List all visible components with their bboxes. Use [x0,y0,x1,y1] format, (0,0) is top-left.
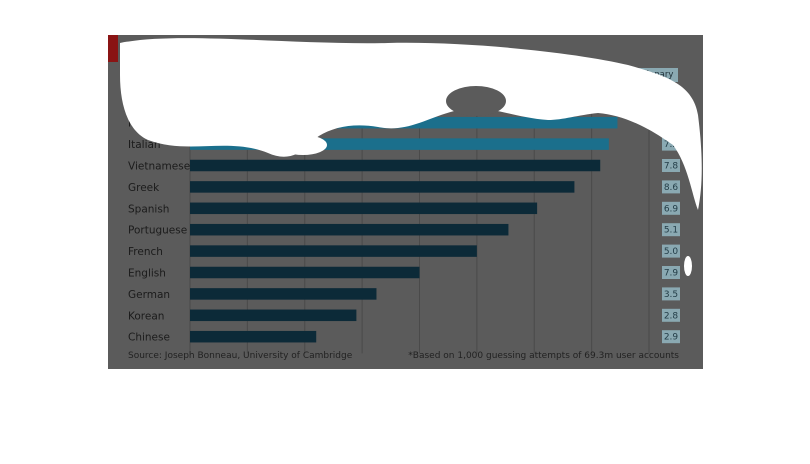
footnote: *Based on 1,000 guessing attempts of 69.… [408,351,679,361]
x-tick-label: 12 [528,97,541,108]
global-value: 6.9 [664,204,679,214]
category-label: Spanish [128,203,169,215]
bar [190,181,575,193]
global-value: 5.1 [664,226,678,236]
bar [190,223,509,236]
global-value-box [662,266,680,279]
bar [190,159,601,172]
bar-chart: 0 2 4 6 8 10 12 14 16 Indonesian 9.3 Italian 7.2 Viet… [128,97,680,354]
category-label: Chinese [128,332,170,344]
global-value: 5.0 [664,247,679,257]
category-label: Greek [128,182,160,194]
bar [190,245,477,257]
bar [190,266,420,279]
x-tick-label: 8 [416,97,422,108]
category-label: Indonesian [128,118,185,130]
global-value: 2.8 [664,311,679,321]
category-label: German [128,289,170,301]
x-tick-label: 6 [359,97,365,108]
global-value: 7.9 [664,269,679,279]
category-label: English [128,268,166,280]
global-value: 2.9 [664,333,679,343]
global-value: 7.2 [664,140,678,150]
bar [190,309,357,322]
bar [190,330,317,343]
global-value-box [662,330,680,344]
global-value: 3.5 [664,290,678,300]
category-label: Korean [128,310,164,322]
global-value-box [662,308,680,322]
x-tick-label: 14 [585,97,598,108]
global-value-box [662,287,680,301]
x-tick-label: 0 [187,97,193,108]
global-value: 7.8 [664,162,679,172]
category-label: Italian [128,139,161,151]
x-tick-label: 4 [302,97,308,108]
global-value: 8.6 [664,183,679,193]
source-note: Source: Joseph Bonneau, University of Ca… [128,351,353,361]
x-tick-label: 10 [471,97,484,108]
category-label: Portuguese [128,225,187,237]
bar [190,138,609,150]
global-value-box [662,244,680,258]
brand-mark [108,35,118,62]
x-tick-label: 16 [643,97,656,108]
bar [190,288,377,300]
chart-panel: Codebreakers % of Yahoo! users' password… [108,35,703,369]
global-value-box [662,223,680,237]
global-value: 9.3 [664,119,678,129]
bar [190,116,618,129]
x-tick-label: 2 [244,97,250,108]
category-label: French [128,246,163,258]
bar [190,202,538,215]
category-label: Vietnamese [128,161,190,173]
